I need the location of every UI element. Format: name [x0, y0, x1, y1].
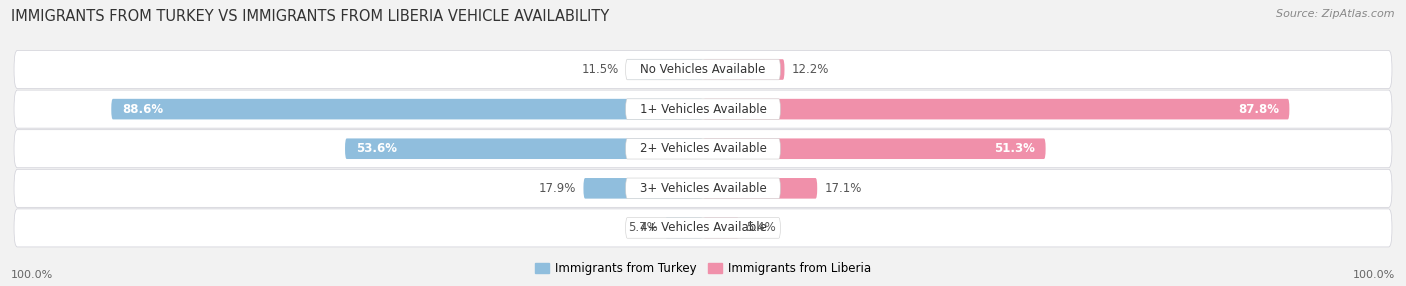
FancyBboxPatch shape — [626, 59, 780, 80]
FancyBboxPatch shape — [111, 99, 703, 120]
FancyBboxPatch shape — [703, 138, 1046, 159]
FancyBboxPatch shape — [626, 218, 780, 238]
Text: 4+ Vehicles Available: 4+ Vehicles Available — [640, 221, 766, 235]
FancyBboxPatch shape — [703, 218, 740, 238]
FancyBboxPatch shape — [14, 90, 1392, 128]
Text: 100.0%: 100.0% — [11, 270, 53, 279]
FancyBboxPatch shape — [703, 59, 785, 80]
Text: 5.4%: 5.4% — [747, 221, 776, 235]
FancyBboxPatch shape — [626, 178, 780, 198]
Text: 5.7%: 5.7% — [628, 221, 658, 235]
Legend: Immigrants from Turkey, Immigrants from Liberia: Immigrants from Turkey, Immigrants from … — [530, 258, 876, 280]
Text: Source: ZipAtlas.com: Source: ZipAtlas.com — [1277, 9, 1395, 19]
FancyBboxPatch shape — [626, 138, 780, 159]
FancyBboxPatch shape — [703, 99, 1289, 120]
Text: 17.9%: 17.9% — [538, 182, 576, 195]
FancyBboxPatch shape — [14, 130, 1392, 168]
FancyBboxPatch shape — [14, 51, 1392, 89]
Text: 17.1%: 17.1% — [824, 182, 862, 195]
Text: 100.0%: 100.0% — [1353, 270, 1395, 279]
Text: 53.6%: 53.6% — [356, 142, 396, 155]
FancyBboxPatch shape — [344, 138, 703, 159]
Text: 1+ Vehicles Available: 1+ Vehicles Available — [640, 103, 766, 116]
FancyBboxPatch shape — [583, 178, 703, 198]
FancyBboxPatch shape — [703, 178, 817, 198]
FancyBboxPatch shape — [626, 59, 703, 80]
Text: 12.2%: 12.2% — [792, 63, 830, 76]
FancyBboxPatch shape — [14, 169, 1392, 207]
Text: 88.6%: 88.6% — [122, 103, 163, 116]
FancyBboxPatch shape — [14, 209, 1392, 247]
Text: 11.5%: 11.5% — [582, 63, 619, 76]
Text: IMMIGRANTS FROM TURKEY VS IMMIGRANTS FROM LIBERIA VEHICLE AVAILABILITY: IMMIGRANTS FROM TURKEY VS IMMIGRANTS FRO… — [11, 9, 609, 23]
Text: 87.8%: 87.8% — [1237, 103, 1279, 116]
FancyBboxPatch shape — [665, 218, 703, 238]
Text: 3+ Vehicles Available: 3+ Vehicles Available — [640, 182, 766, 195]
Text: 51.3%: 51.3% — [994, 142, 1035, 155]
FancyBboxPatch shape — [626, 99, 780, 120]
Text: 2+ Vehicles Available: 2+ Vehicles Available — [640, 142, 766, 155]
Text: No Vehicles Available: No Vehicles Available — [640, 63, 766, 76]
